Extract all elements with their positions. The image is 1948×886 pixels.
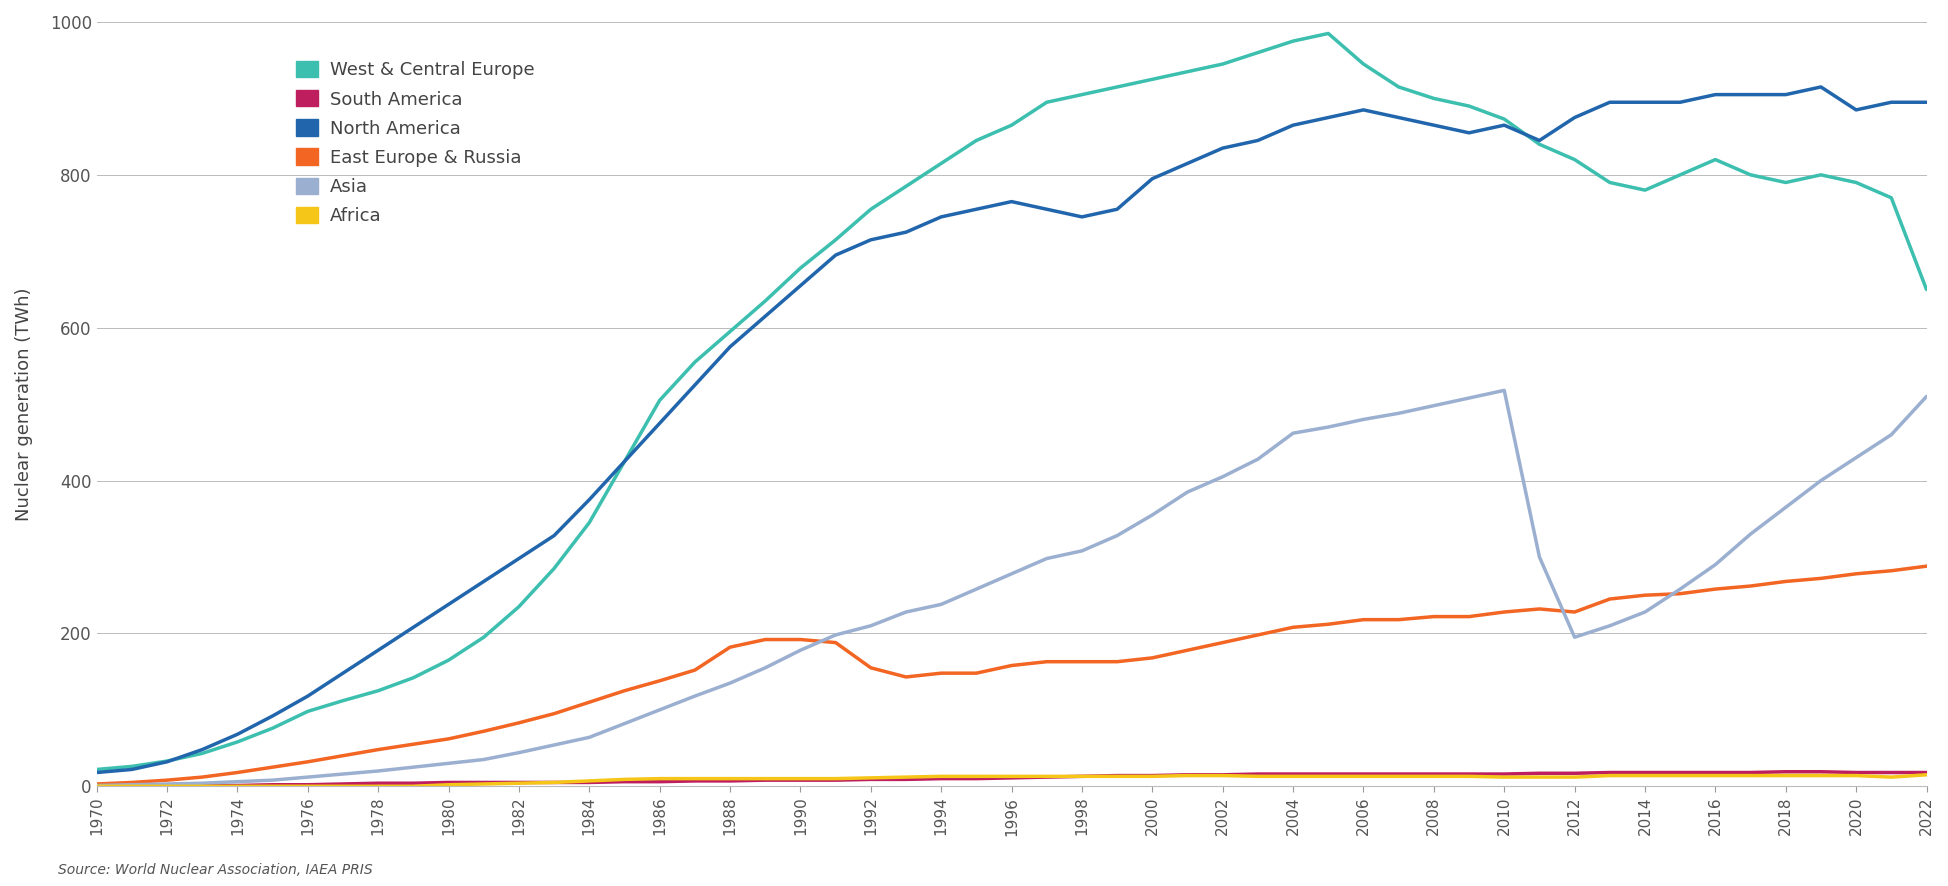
Africa: [1245, 771, 1268, 781]
South America: [1492, 769, 1516, 780]
Line: Asia: Asia: [97, 391, 1925, 786]
Line: Africa: Africa: [97, 774, 1925, 786]
West & Central Europe: [1245, 47, 1268, 58]
South America: [86, 781, 109, 791]
North America: [1913, 97, 1936, 107]
Africa: [1492, 772, 1516, 782]
Line: North America: North America: [97, 87, 1925, 773]
Asia: [1738, 529, 1761, 540]
Asia: [1245, 454, 1268, 464]
East Europe & Russia: [1703, 584, 1726, 595]
Legend: West & Central Europe, South America, North America, East Europe & Russia, Asia,: West & Central Europe, South America, No…: [288, 54, 542, 232]
South America: [1175, 769, 1198, 780]
Asia: [1492, 385, 1516, 396]
West & Central Europe: [1175, 66, 1198, 77]
North America: [1140, 174, 1163, 184]
Asia: [1913, 392, 1936, 402]
North America: [1175, 158, 1198, 168]
East Europe & Russia: [86, 779, 109, 789]
South America: [1245, 769, 1268, 780]
North America: [1703, 89, 1726, 100]
West & Central Europe: [577, 517, 600, 528]
East Europe & Russia: [1175, 645, 1198, 656]
East Europe & Russia: [1913, 561, 1936, 571]
North America: [577, 494, 600, 505]
Africa: [1703, 770, 1726, 781]
South America: [1703, 767, 1726, 778]
Africa: [86, 781, 109, 791]
Line: East Europe & Russia: East Europe & Russia: [97, 566, 1925, 784]
Asia: [577, 732, 600, 742]
West & Central Europe: [1527, 139, 1551, 150]
South America: [1140, 770, 1163, 781]
Line: South America: South America: [97, 772, 1925, 786]
Asia: [1527, 552, 1551, 563]
South America: [1773, 766, 1796, 777]
Asia: [1175, 486, 1198, 497]
North America: [86, 767, 109, 778]
North America: [1492, 120, 1516, 130]
Africa: [1913, 769, 1936, 780]
Y-axis label: Nuclear generation (TWh): Nuclear generation (TWh): [16, 287, 33, 521]
Text: Source: World Nuclear Association, IAEA PRIS: Source: World Nuclear Association, IAEA …: [58, 863, 372, 877]
Asia: [1140, 509, 1163, 520]
North America: [1245, 136, 1268, 146]
West & Central Europe: [1140, 74, 1163, 85]
East Europe & Russia: [1140, 653, 1163, 664]
Africa: [1140, 771, 1163, 781]
South America: [577, 777, 600, 788]
Africa: [577, 775, 600, 786]
North America: [1808, 82, 1831, 92]
West & Central Europe: [1317, 28, 1340, 39]
East Europe & Russia: [1492, 607, 1516, 618]
Asia: [86, 781, 109, 791]
West & Central Europe: [1738, 169, 1761, 180]
Line: West & Central Europe: West & Central Europe: [97, 34, 1925, 769]
West & Central Europe: [1913, 284, 1936, 295]
Africa: [1175, 770, 1198, 781]
South America: [1913, 767, 1936, 778]
East Europe & Russia: [577, 697, 600, 708]
West & Central Europe: [86, 764, 109, 774]
East Europe & Russia: [1245, 630, 1268, 641]
